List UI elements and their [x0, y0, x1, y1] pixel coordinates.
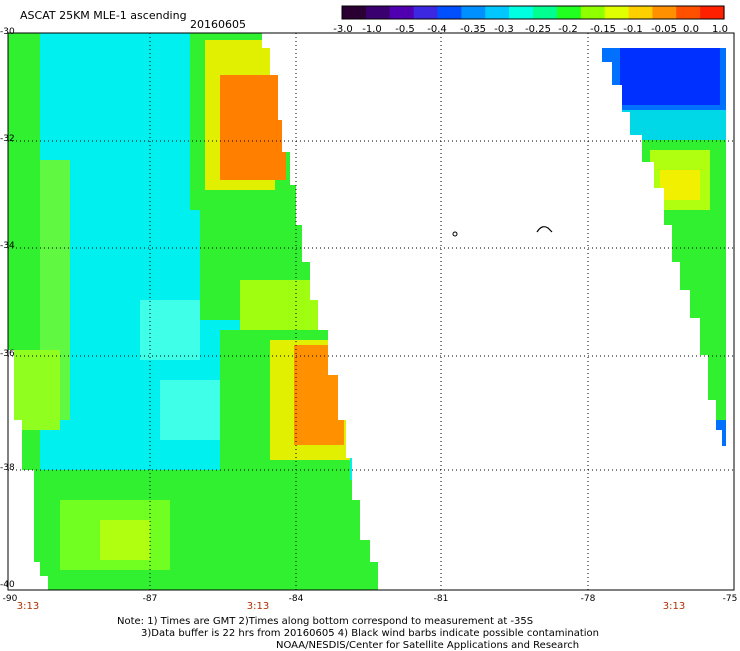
- lat-label: -36: [0, 349, 15, 359]
- swath-time-label: 3:13: [662, 601, 686, 612]
- colorbar-tick-label: -0.3: [494, 24, 514, 35]
- colorbar-tick-label: -0.4: [427, 24, 447, 35]
- swath-time-label: 3:13: [246, 601, 270, 612]
- colorbar-tick-label: -0.2: [558, 24, 578, 35]
- lon-label: -90: [2, 594, 18, 604]
- lat-label: -32: [0, 134, 15, 144]
- lat-label: -30: [0, 27, 15, 37]
- colorbar-tick-label: -0.15: [590, 24, 616, 35]
- colorbar-tick-label: 0.0: [683, 24, 699, 35]
- lat-lon-grid: [8, 33, 734, 590]
- island-contour: [536, 226, 553, 233]
- footer-note-line3: NOAA/NESDIS/Center for Satellite Applica…: [276, 640, 580, 651]
- lon-label: -75: [722, 594, 738, 604]
- colorbar-tick-label: -0.05: [651, 24, 677, 35]
- lon-label: -78: [580, 594, 596, 604]
- island-contour: [452, 231, 458, 237]
- left-swath: [8, 33, 378, 590]
- product-title: ASCAT 25KM MLE-1 ascending: [20, 9, 187, 22]
- right-swath: [602, 48, 726, 446]
- lon-label: -81: [433, 594, 449, 604]
- colorbar-tick-label: -0.5: [395, 24, 415, 35]
- colorbar-tick-label: -3.0: [333, 24, 353, 35]
- footer-note-line2: 3)Data buffer is 22 hrs from 20160605 4)…: [141, 628, 599, 639]
- colorbar-tick-label: -0.1: [623, 24, 643, 35]
- lat-label: -40: [0, 580, 15, 590]
- colorbar-tick-label: -0.25: [525, 24, 551, 35]
- colorbar-tick-label: 1.0: [712, 24, 728, 35]
- lon-label: -87: [142, 594, 158, 604]
- colorbar-tick-label: -1.0: [362, 24, 382, 35]
- lat-label: -34: [0, 241, 15, 251]
- footer-note-line1: Note: 1) Times are GMT 2)Times along bot…: [117, 616, 534, 627]
- colorbar-tick-label: -0.35: [460, 24, 486, 35]
- swath-time-label: 3:13: [16, 601, 40, 612]
- lon-label: -84: [288, 594, 304, 604]
- lat-label: -38: [0, 463, 15, 473]
- product-date: 20160605: [190, 18, 246, 31]
